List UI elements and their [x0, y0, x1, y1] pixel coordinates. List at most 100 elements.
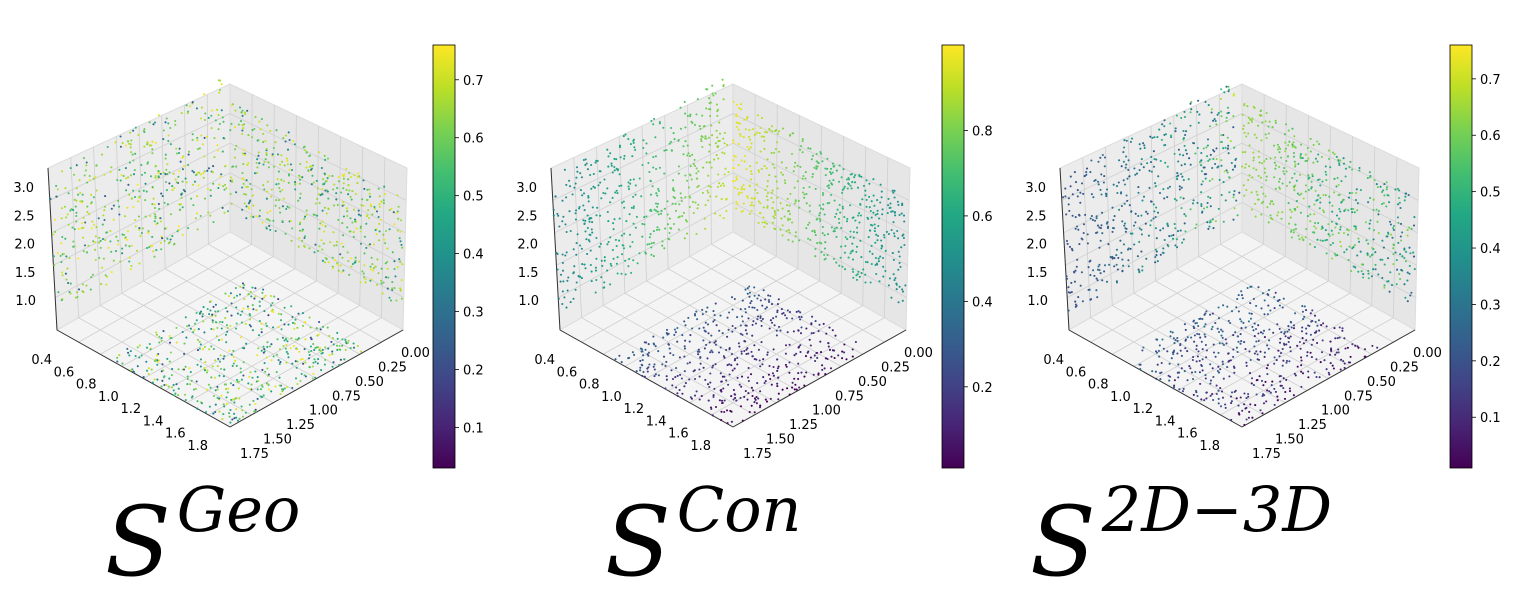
- scatter-point: [1280, 331, 1283, 334]
- scatter-point: [649, 208, 652, 211]
- scatter-point: [1232, 348, 1235, 351]
- scatter-point: [1279, 380, 1282, 383]
- scatter-point: [876, 209, 879, 212]
- scatter-point: [383, 185, 386, 188]
- scatter-point: [1235, 397, 1238, 400]
- scatter-point: [754, 133, 757, 136]
- scatter-point: [1138, 169, 1141, 172]
- scatter-point: [214, 359, 217, 362]
- scatter-point: [623, 206, 626, 209]
- scatter-point: [609, 283, 612, 286]
- scatter-point: [181, 330, 184, 334]
- scatter-point: [764, 398, 767, 401]
- scatter-point: [571, 193, 574, 196]
- scatter-point: [1194, 227, 1197, 230]
- scatter-point: [787, 229, 790, 232]
- scatter-point: [678, 203, 681, 206]
- scatter-point: [1323, 359, 1326, 362]
- scatter-point: [209, 194, 212, 197]
- scatter-point: [776, 132, 779, 135]
- scatter-point: [325, 189, 328, 192]
- scatter-point: [1094, 231, 1098, 235]
- scatter-point: [279, 392, 282, 396]
- scatter-point: [580, 247, 583, 250]
- scatter-point: [770, 321, 774, 324]
- scatter-point: [246, 163, 249, 166]
- scatter-point: [719, 314, 722, 317]
- scatter-point: [1243, 403, 1246, 406]
- scatter-point: [1247, 132, 1250, 135]
- scatter-point: [654, 136, 657, 139]
- scatter-point: [53, 264, 56, 267]
- scatter-point: [294, 318, 297, 321]
- scatter-point: [235, 364, 238, 367]
- scatter-point: [373, 207, 376, 210]
- scatter-point: [316, 187, 319, 190]
- scatter-point: [762, 376, 765, 379]
- scatter-point: [625, 220, 628, 223]
- scatter-point: [364, 278, 367, 281]
- scatter-point: [81, 222, 84, 225]
- scatter-point: [763, 381, 766, 385]
- scatter-point: [857, 270, 860, 273]
- scatter-point: [596, 206, 599, 209]
- scatter-point: [890, 228, 893, 232]
- scatter-point: [821, 364, 824, 367]
- scatter-point: [256, 158, 259, 161]
- scatter-point: [1183, 144, 1186, 147]
- scatter-point: [244, 411, 247, 414]
- scatter-point: [757, 294, 760, 297]
- scatter-point: [1314, 320, 1317, 323]
- scatter-point: [371, 263, 374, 266]
- colorbar-tick-label: 0.5: [463, 190, 484, 205]
- scatter-point: [1265, 179, 1268, 182]
- scatter-point: [1340, 201, 1343, 204]
- scatter-point: [286, 340, 289, 343]
- scatter-point: [835, 226, 838, 229]
- scatter-point: [132, 189, 135, 192]
- scatter-point: [281, 219, 284, 223]
- scatter-point: [1158, 355, 1161, 358]
- scatter-point: [93, 241, 97, 244]
- scatter-point: [1403, 199, 1406, 202]
- scatter-point: [798, 239, 801, 242]
- scatter-point: [294, 338, 297, 341]
- scatter-point: [331, 365, 334, 368]
- scatter-point: [1343, 366, 1346, 369]
- scatter-point: [1315, 375, 1318, 379]
- scatter-point: [1200, 363, 1203, 367]
- scatter-point: [628, 233, 632, 236]
- scatter-point: [164, 173, 167, 176]
- scatter-point: [784, 182, 787, 185]
- scatter-point: [780, 217, 783, 220]
- scatter-point: [1138, 227, 1141, 230]
- scatter-point: [311, 174, 314, 177]
- scatter-point: [1319, 201, 1322, 204]
- scatter-point: [213, 156, 216, 159]
- scatter-point: [278, 187, 281, 190]
- scatter-point: [1289, 208, 1292, 211]
- scatter-point: [1228, 359, 1231, 362]
- scatter-point: [1309, 351, 1312, 354]
- scatter-point: [55, 195, 58, 198]
- scatter-point: [639, 369, 642, 372]
- scatter-point: [709, 195, 712, 198]
- scatter-point: [1247, 416, 1250, 419]
- scatter-point: [1134, 221, 1137, 224]
- colorbar-tick-label: 0.4: [1480, 242, 1501, 257]
- scatter-point: [1307, 189, 1310, 192]
- scatter-point: [809, 238, 812, 241]
- scatter-point: [1360, 270, 1363, 273]
- scatter-point: [377, 272, 380, 275]
- scatter-point: [882, 265, 885, 268]
- scatter-point: [1265, 175, 1268, 178]
- scatter-point: [216, 144, 219, 147]
- scatter-point: [1123, 222, 1127, 225]
- scatter-point: [632, 207, 635, 210]
- scatter-point: [226, 391, 229, 394]
- scatter-point: [331, 256, 334, 259]
- scatter-point: [1123, 202, 1126, 205]
- scatter-point: [775, 329, 778, 332]
- scatter-point: [741, 333, 744, 336]
- scatter-point: [1166, 243, 1169, 247]
